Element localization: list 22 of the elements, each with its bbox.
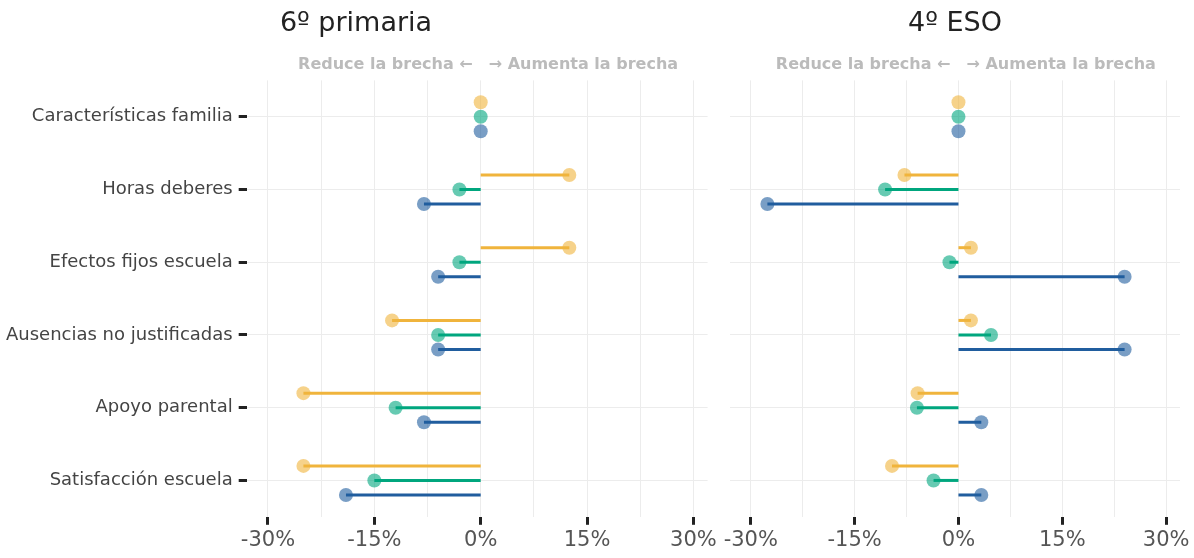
- chart-title: 4º ESO: [908, 6, 1002, 38]
- x-tick-label: 30%: [670, 526, 717, 551]
- text: Reduce la brecha ←: [775, 53, 951, 73]
- y-tick-label: Características familia: [31, 104, 233, 126]
- y-tick-label: Apoyo parental: [95, 395, 233, 417]
- x-tick-label: -15%: [827, 526, 882, 551]
- y-tick-label: Horas deberes: [102, 177, 233, 199]
- y-tick-label: Satisfacción escuela: [49, 468, 233, 490]
- y-tick-label: Ausencias no justificadas: [5, 322, 233, 344]
- x-tick-label: 30%: [1142, 526, 1190, 551]
- x-tick-label: -15%: [347, 526, 402, 551]
- text: → Aumenta la brecha: [488, 53, 679, 73]
- x-tick-label: -30%: [723, 526, 778, 551]
- chart-title: 6º primaria: [279, 6, 433, 38]
- y-tick-label: Efectos fijos escuela: [49, 249, 233, 271]
- x-tick-label: -30%: [240, 526, 296, 551]
- x-tick-label: 0%: [464, 526, 498, 551]
- x-tick-label: 15%: [563, 526, 611, 551]
- text: → Aumenta la brecha: [966, 53, 1156, 73]
- x-tick-label: 0%: [941, 526, 976, 551]
- text: Reduce la brecha ←: [298, 53, 473, 73]
- x-tick-label: 15%: [1038, 526, 1086, 551]
